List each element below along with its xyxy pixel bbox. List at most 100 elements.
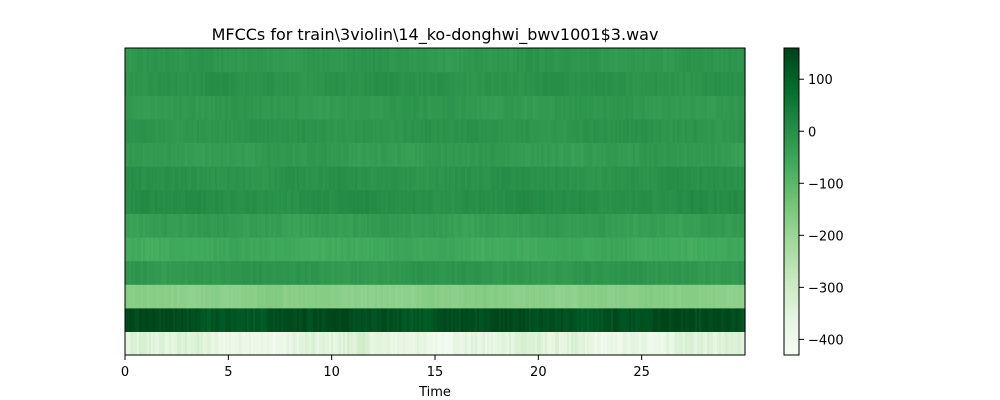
heatmap-cell [465, 189, 468, 214]
heatmap-cell [423, 142, 426, 167]
heatmap-cell [585, 142, 588, 167]
heatmap-cell [559, 48, 562, 73]
heatmap-cell [391, 71, 394, 96]
heatmap-cell [743, 213, 746, 238]
heatmap-cell [133, 236, 136, 262]
heatmap-cell [685, 166, 688, 191]
colorbar-segment [784, 244, 799, 249]
heatmap-cell [197, 260, 200, 285]
heatmap-cell [695, 331, 698, 356]
heatmap-cell [419, 307, 422, 332]
heatmap-cell [723, 331, 726, 356]
heatmap-cell [469, 189, 472, 214]
heatmap-cell [265, 331, 268, 356]
heatmap-cell [167, 236, 170, 262]
heatmap-cell [397, 236, 400, 262]
heatmap-cell [297, 260, 300, 285]
heatmap-cell [673, 236, 676, 262]
heatmap-cell [561, 166, 564, 191]
heatmap-cell [743, 307, 746, 332]
heatmap-cell [419, 260, 422, 285]
heatmap-cell [643, 118, 646, 144]
heatmap-cell [539, 71, 542, 96]
colorbar-segment [784, 209, 799, 213]
heatmap-cell [413, 95, 416, 120]
heatmap-cell [627, 142, 630, 167]
heatmap-cell [525, 95, 528, 120]
heatmap-cell [411, 95, 414, 120]
heatmap-cell [497, 331, 500, 356]
heatmap-cell [719, 95, 722, 120]
heatmap-cell [265, 236, 268, 262]
heatmap-cell [257, 213, 260, 238]
heatmap-cell [375, 284, 378, 309]
heatmap-cell [619, 48, 622, 73]
heatmap-cell [383, 236, 386, 262]
heatmap-cell [541, 71, 544, 96]
heatmap-cell [741, 236, 744, 262]
heatmap-cell [275, 71, 278, 96]
heatmap-cell [285, 71, 288, 96]
heatmap-cell [569, 95, 572, 120]
heatmap-cell [357, 71, 360, 96]
heatmap-cell [409, 236, 412, 262]
heatmap-cell [535, 71, 538, 96]
heatmap-cell [721, 307, 724, 332]
heatmap-cell [191, 284, 194, 309]
heatmap-cell [477, 166, 480, 191]
heatmap-cell [403, 213, 406, 238]
heatmap-cell [215, 71, 218, 96]
heatmap-cell [571, 260, 574, 285]
heatmap-cell [393, 331, 396, 356]
heatmap-cell [275, 236, 278, 262]
heatmap-cell [463, 331, 466, 356]
colorbar-segment [784, 216, 799, 221]
heatmap-cell [205, 142, 208, 167]
heatmap-cell [189, 118, 192, 144]
heatmap-cell [737, 48, 740, 73]
heatmap-cell [453, 331, 456, 356]
heatmap-cell [501, 95, 504, 120]
heatmap-cell [707, 307, 710, 332]
heatmap-cell [193, 260, 196, 285]
heatmap-cell [335, 236, 338, 262]
heatmap-cell [547, 48, 550, 73]
heatmap-cell [543, 166, 546, 191]
heatmap-cell [619, 331, 622, 356]
heatmap-cell [507, 95, 510, 120]
heatmap-cell [427, 236, 430, 262]
heatmap-cell [227, 95, 230, 120]
heatmap-cell [729, 236, 732, 262]
heatmap-cell [307, 189, 310, 214]
heatmap-cell [685, 307, 688, 332]
heatmap-cell [649, 118, 652, 144]
heatmap-cell [661, 71, 664, 96]
heatmap-cell [365, 260, 368, 285]
heatmap-cell [563, 189, 566, 214]
heatmap-cell [465, 284, 468, 309]
heatmap-cell [157, 307, 160, 332]
heatmap-cell [321, 307, 324, 332]
heatmap-cell [193, 236, 196, 262]
heatmap-cell [451, 95, 454, 120]
heatmap-cell [595, 236, 598, 262]
heatmap-cell [641, 48, 644, 73]
heatmap-cell [553, 189, 556, 214]
heatmap-cell [513, 213, 516, 238]
heatmap-cell [233, 260, 236, 285]
heatmap-cell [263, 48, 266, 73]
heatmap-cell [363, 331, 366, 356]
heatmap-cell [393, 307, 396, 332]
heatmap-cell [139, 213, 142, 238]
heatmap-cell [713, 236, 716, 262]
heatmap-cell [681, 213, 684, 238]
heatmap-cell [583, 142, 586, 167]
heatmap-cell [593, 166, 596, 191]
heatmap-cell [469, 48, 472, 73]
heatmap-cell [649, 307, 652, 332]
heatmap-cell [211, 284, 214, 309]
heatmap-cell [531, 166, 534, 191]
heatmap-cell [701, 118, 704, 144]
heatmap-cell [131, 71, 134, 96]
heatmap-cell [555, 307, 558, 332]
